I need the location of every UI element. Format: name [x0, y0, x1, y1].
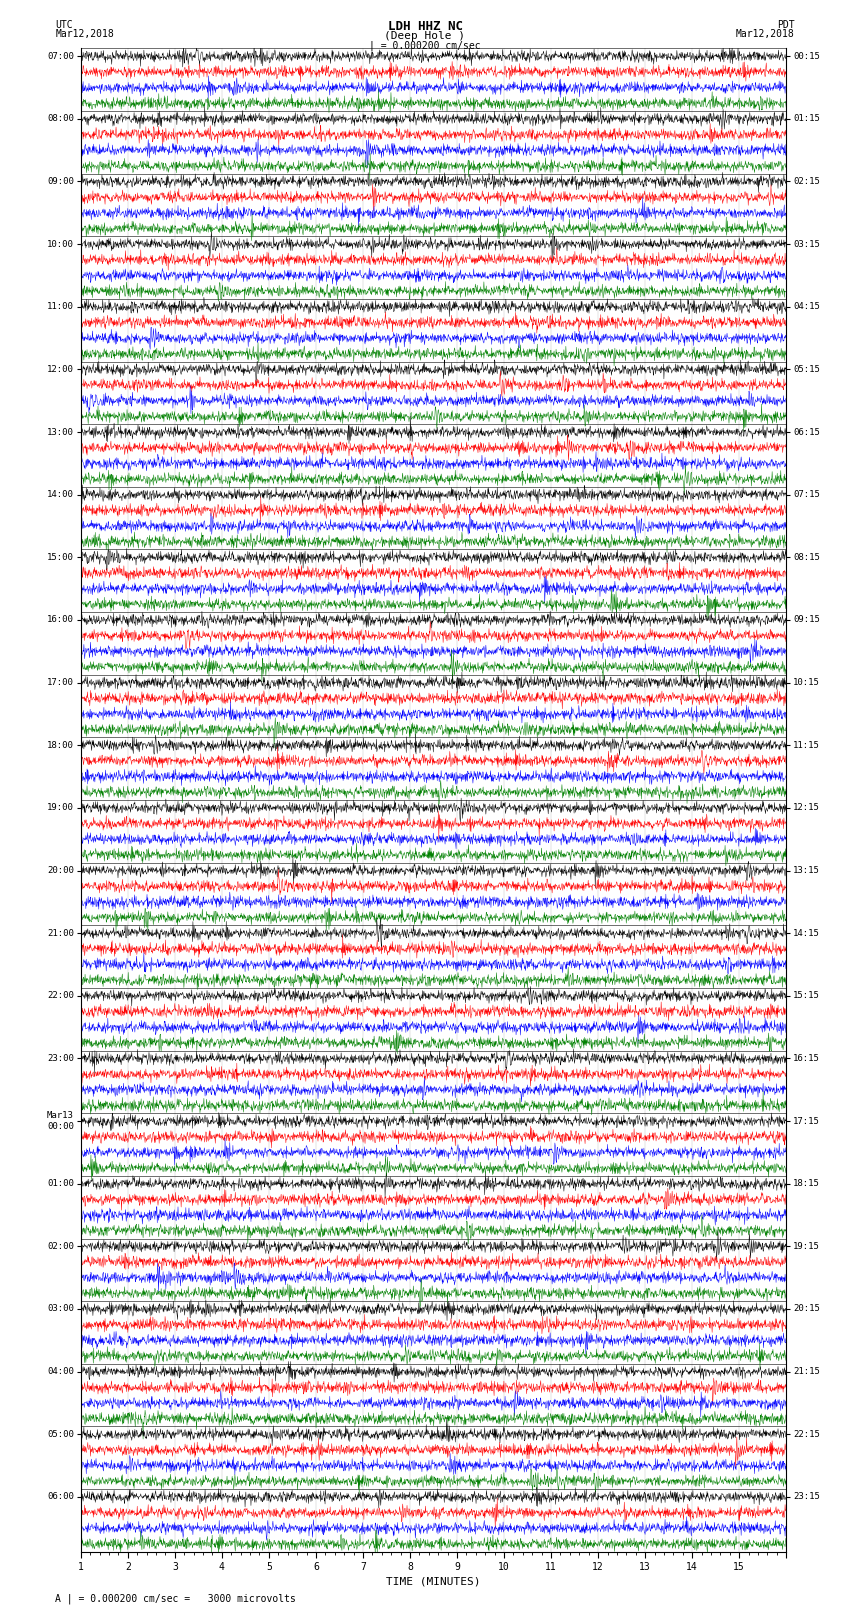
Text: PDT: PDT [777, 19, 795, 31]
Text: (Deep Hole ): (Deep Hole ) [384, 31, 466, 40]
Text: Mar12,2018: Mar12,2018 [736, 29, 795, 39]
Text: | = 0.000200 cm/sec: | = 0.000200 cm/sec [369, 40, 481, 52]
Text: Mar12,2018: Mar12,2018 [55, 29, 114, 39]
Text: UTC: UTC [55, 19, 73, 31]
X-axis label: TIME (MINUTES): TIME (MINUTES) [386, 1576, 481, 1586]
Text: LDH HHZ NC: LDH HHZ NC [388, 19, 462, 34]
Text: A | = 0.000200 cm/sec =   3000 microvolts: A | = 0.000200 cm/sec = 3000 microvolts [55, 1594, 296, 1603]
